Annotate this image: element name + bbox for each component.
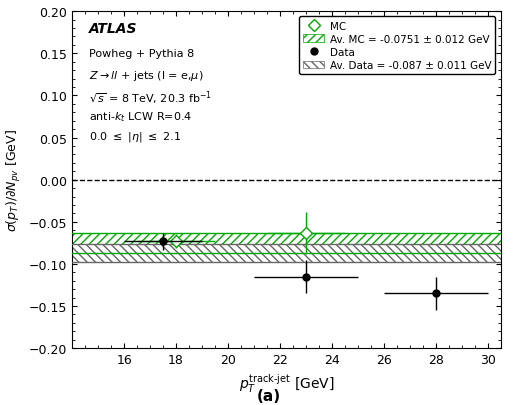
Y-axis label: $\sigma(p_T)/\partial N_{pv}$ [GeV]: $\sigma(p_T)/\partial N_{pv}$ [GeV] <box>5 129 23 232</box>
Text: anti-$k_t$ LCW R=0.4: anti-$k_t$ LCW R=0.4 <box>89 110 192 124</box>
Text: $\sqrt{s}$ = 8 TeV, 20.3 fb$^{-1}$: $\sqrt{s}$ = 8 TeV, 20.3 fb$^{-1}$ <box>89 90 213 107</box>
Text: 0.0 $\leq$ |$\eta$| $\leq$ 2.1: 0.0 $\leq$ |$\eta$| $\leq$ 2.1 <box>89 130 182 144</box>
Text: $Z \rightarrow ll$ + jets (l = e,$\mu$): $Z \rightarrow ll$ + jets (l = e,$\mu$) <box>89 69 204 83</box>
X-axis label: $p_T^{\mathrm{track\text{-}jet}}$ [GeV]: $p_T^{\mathrm{track\text{-}jet}}$ [GeV] <box>238 372 334 395</box>
Text: (a): (a) <box>256 388 280 403</box>
Legend: MC, Av. MC = -0.0751 ± 0.012 GeV, Data, Av. Data = -0.087 ± 0.011 GeV: MC, Av. MC = -0.0751 ± 0.012 GeV, Data, … <box>299 17 495 75</box>
Text: ATLAS: ATLAS <box>89 22 138 36</box>
Text: Powheg + Pythia 8: Powheg + Pythia 8 <box>89 49 195 59</box>
